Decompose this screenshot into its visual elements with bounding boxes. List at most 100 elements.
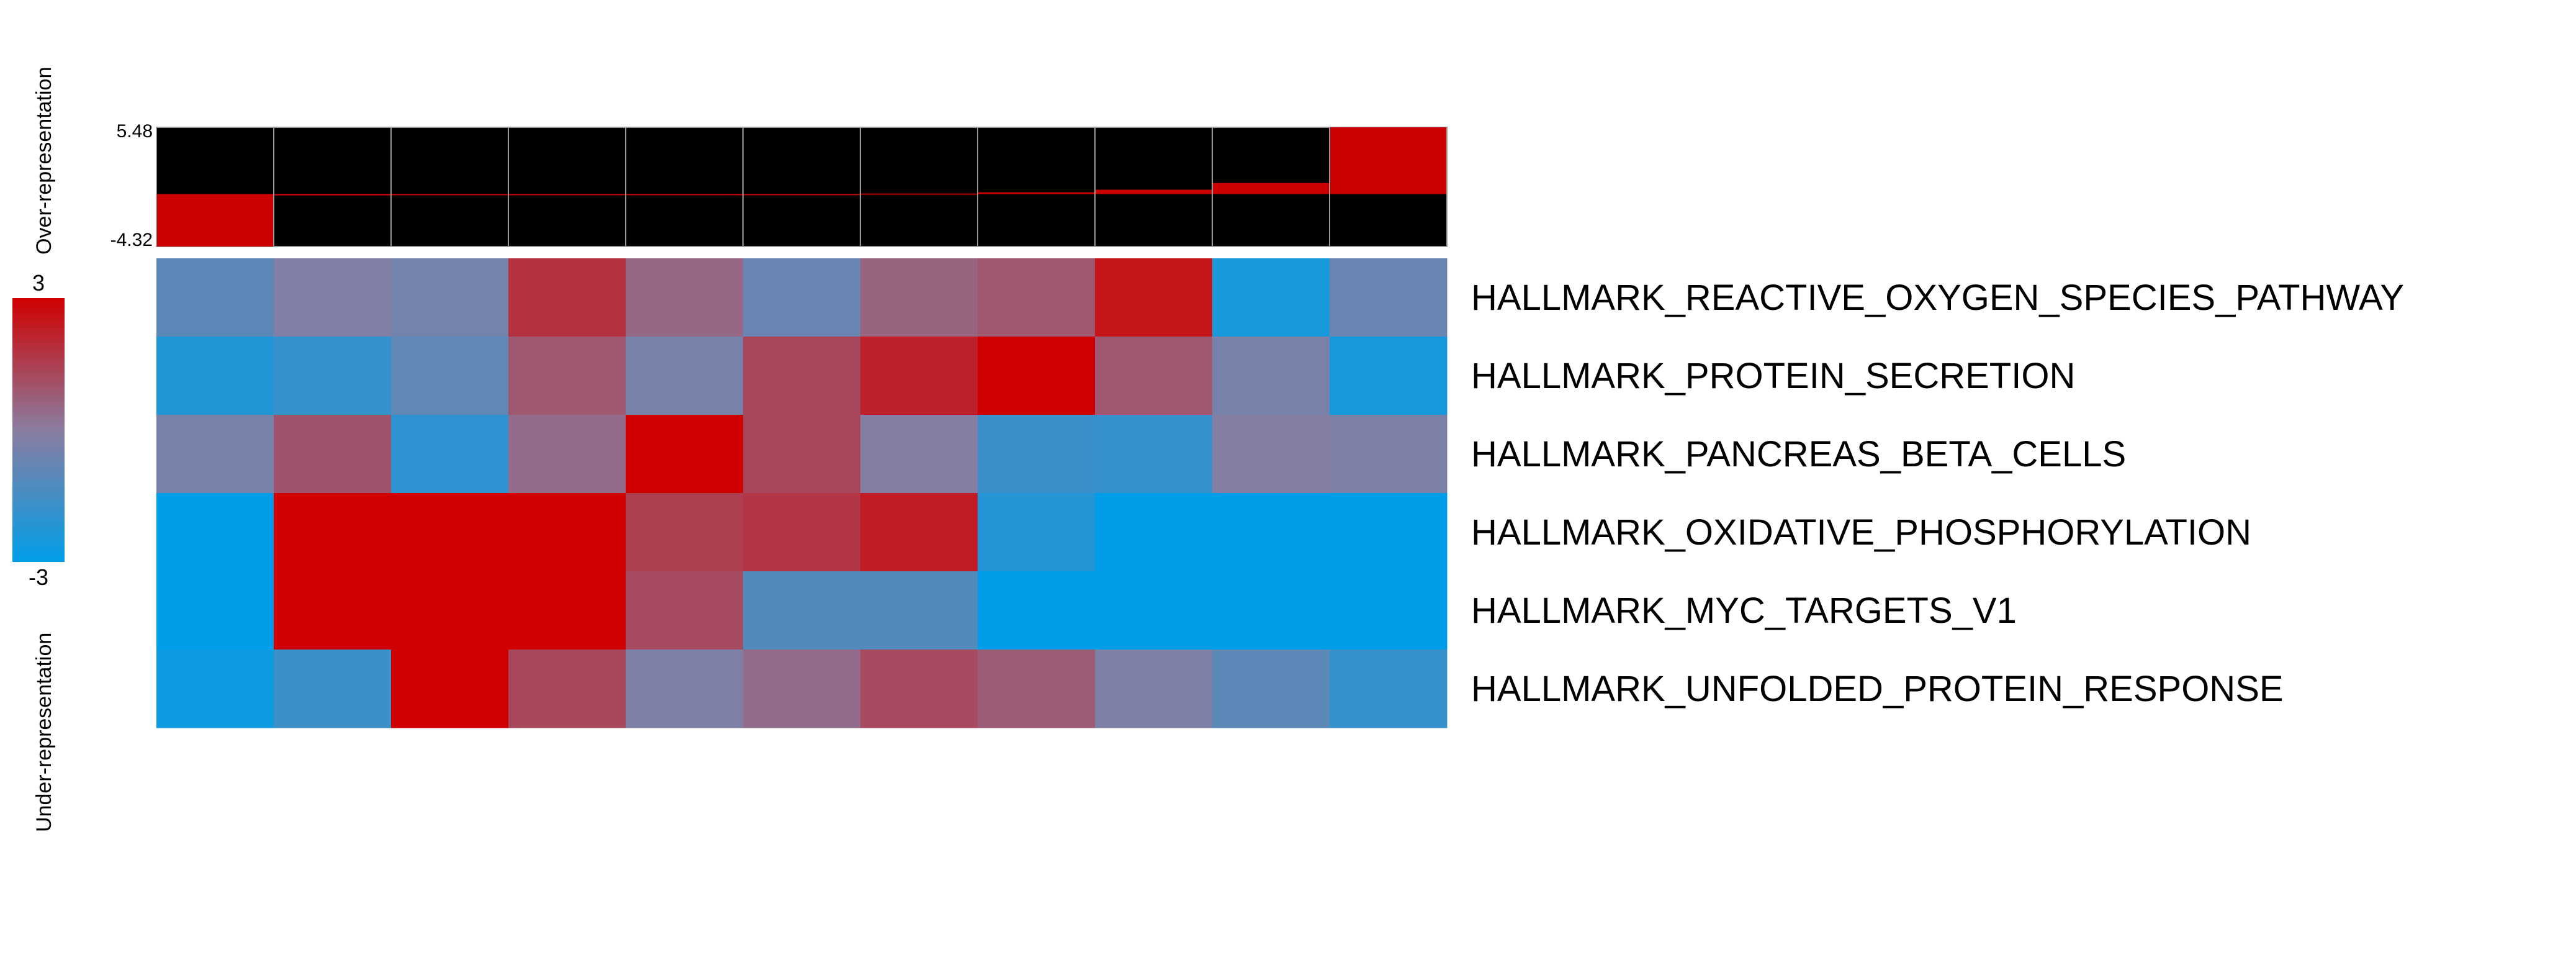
bar-track-bar xyxy=(1213,183,1329,194)
bar-track-bar xyxy=(274,194,390,196)
heatmap-cell xyxy=(508,650,626,728)
heatmap-cell xyxy=(156,493,274,572)
heatmap-cell xyxy=(391,337,509,415)
heatmap-cell xyxy=(860,571,978,650)
row-label: HALLMARK_PROTEIN_SECRETION xyxy=(1471,356,2075,396)
heatmap-cell xyxy=(1212,415,1330,494)
heatmap-cell xyxy=(1095,415,1213,494)
heatmap-cell xyxy=(626,258,744,337)
bar-track-cell xyxy=(508,127,626,247)
heatmap-cell xyxy=(860,493,978,572)
heatmap-cell xyxy=(1212,493,1330,572)
legend-gradient-bar xyxy=(12,298,65,562)
heatmap-cell xyxy=(978,493,1096,572)
heatmap-cell xyxy=(391,571,509,650)
row-label: HALLMARK_UNFOLDED_PROTEIN_RESPONSE xyxy=(1471,669,2284,709)
heatmap-cell xyxy=(1330,571,1448,650)
heatmap-cell xyxy=(156,571,274,650)
heatmap-cell xyxy=(1330,493,1448,572)
bar-track-cell xyxy=(742,127,861,247)
heatmap-cell xyxy=(978,571,1096,650)
bar-track-cell xyxy=(273,127,392,247)
heatmap-cell xyxy=(274,415,392,494)
heatmap-cell xyxy=(1095,493,1213,572)
legend-over-label: Over-representation xyxy=(32,67,56,255)
heatmap-cell xyxy=(508,415,626,494)
bar-track-bar xyxy=(626,194,742,196)
heatmap-cell xyxy=(626,337,744,415)
bar-track-cell xyxy=(977,127,1096,247)
bar-track-cell xyxy=(390,127,509,247)
row-label: HALLMARK_OXIDATIVE_PHOSPHORYLATION xyxy=(1471,512,2251,553)
heatmap-cell xyxy=(743,258,861,337)
heatmap-cell xyxy=(508,571,626,650)
heatmap-cell xyxy=(626,415,744,494)
legend-min-label: -3 xyxy=(29,564,48,590)
heatmap-cell xyxy=(1212,571,1330,650)
heatmap-cell xyxy=(978,415,1096,494)
bar-track-bar xyxy=(157,194,273,247)
heatmap-cell xyxy=(978,650,1096,728)
heatmap-cell xyxy=(274,650,392,728)
heatmap-cell xyxy=(978,337,1096,415)
bar-track-bar xyxy=(978,192,1094,194)
row-labels: HALLMARK_REACTIVE_OXYGEN_SPECIES_PATHWAY… xyxy=(1471,278,2404,709)
heatmap-cell xyxy=(1330,337,1448,415)
bar-track-min-label: -4.32 xyxy=(110,230,153,250)
bar-track-bar xyxy=(744,194,860,196)
heatmap-cell xyxy=(156,415,274,494)
row-label: HALLMARK_PANCREAS_BETA_CELLS xyxy=(1471,434,2126,474)
legend-max-label: 3 xyxy=(32,270,45,296)
heatmap-cell xyxy=(1095,337,1213,415)
heatmap-cell xyxy=(508,258,626,337)
heatmap-cell xyxy=(743,493,861,572)
bar-track-bar xyxy=(861,193,977,195)
heatmap-cell xyxy=(626,571,744,650)
row-label: HALLMARK_REACTIVE_OXYGEN_SPECIES_PATHWAY xyxy=(1471,278,2404,318)
heatmap-cell xyxy=(391,650,509,728)
heatmap-cell xyxy=(274,258,392,337)
heatmap-cell xyxy=(743,571,861,650)
heatmap-cell xyxy=(860,650,978,728)
heatmap-cell xyxy=(274,571,392,650)
heatmap-cell xyxy=(391,258,509,337)
heatmap-cell xyxy=(626,493,744,572)
heatmap-cell xyxy=(1095,571,1213,650)
heatmap-cell xyxy=(156,650,274,728)
heatmap-cell xyxy=(1212,258,1330,337)
bar-track-cell xyxy=(625,127,744,247)
heatmap-cell xyxy=(508,493,626,572)
legend-under-label: Under-representation xyxy=(32,633,56,832)
heatmap-cell xyxy=(274,493,392,572)
heatmap-cell xyxy=(1330,650,1448,728)
heatmap-cell xyxy=(508,337,626,415)
heatmap-cell xyxy=(743,337,861,415)
heatmap-cell xyxy=(860,415,978,494)
bar-track-bar xyxy=(1330,127,1446,194)
heatmap-cell xyxy=(1330,258,1448,337)
heatmap-cell xyxy=(391,415,509,494)
heatmap-cell xyxy=(860,258,978,337)
heatmap-cell xyxy=(156,337,274,415)
heatmap-cell xyxy=(1330,415,1448,494)
heatmap-cell xyxy=(860,337,978,415)
bar-track-bar xyxy=(1096,189,1212,194)
bar-track-cell xyxy=(860,127,978,247)
row-label: HALLMARK_MYC_TARGETS_V1 xyxy=(1471,591,2017,631)
bar-track-max-label: 5.48 xyxy=(117,121,153,142)
heatmap-cell xyxy=(743,415,861,494)
bar-track-bar xyxy=(392,194,508,196)
heatmap-cell xyxy=(626,650,744,728)
heatmap-cell xyxy=(1212,650,1330,728)
heatmap-cell xyxy=(978,258,1096,337)
heatmap-cell xyxy=(1095,650,1213,728)
heatmap-cell xyxy=(1095,258,1213,337)
heatmap-cell xyxy=(743,650,861,728)
bar-track-bar xyxy=(509,194,625,196)
heatmap-cell xyxy=(156,258,274,337)
heatmap-cell xyxy=(391,493,509,572)
color-legend: Over-representation 3 -3 Under-represent… xyxy=(12,67,65,832)
heatmap-cell xyxy=(274,337,392,415)
heatmap-cell xyxy=(1212,337,1330,415)
